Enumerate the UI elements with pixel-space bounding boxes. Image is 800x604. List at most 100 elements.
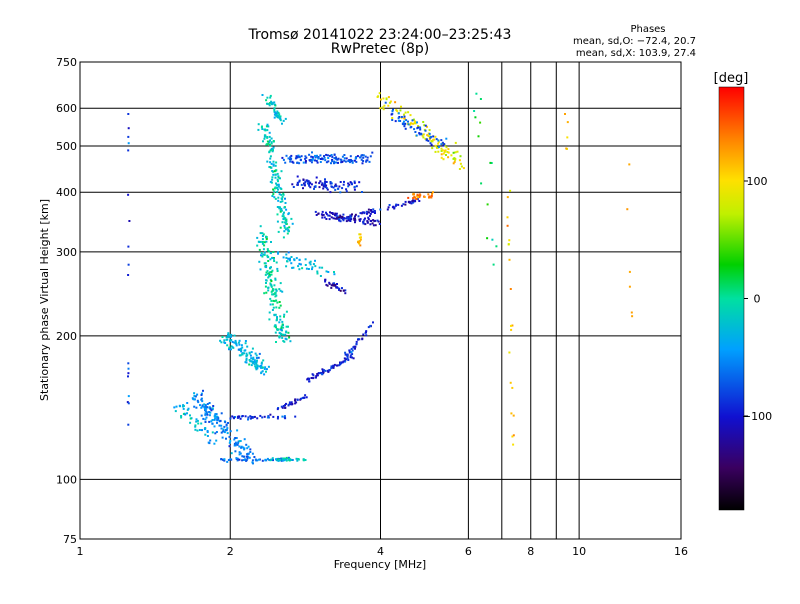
data-point xyxy=(348,217,350,220)
data-point xyxy=(361,162,364,165)
data-point xyxy=(378,92,381,95)
data-point xyxy=(256,417,259,420)
data-point xyxy=(417,126,420,129)
data-point xyxy=(330,216,333,219)
data-point xyxy=(262,233,265,236)
data-point xyxy=(355,343,358,345)
data-point xyxy=(127,395,130,398)
data-point xyxy=(253,415,256,418)
data-point xyxy=(278,306,281,309)
data-point xyxy=(332,186,335,189)
data-point xyxy=(477,135,480,138)
data-point xyxy=(204,418,207,421)
data-point xyxy=(253,359,256,362)
data-point xyxy=(345,190,348,193)
data-point xyxy=(247,445,250,448)
data-point xyxy=(511,386,514,389)
data-point xyxy=(242,459,245,461)
data-point xyxy=(275,261,278,264)
data-point xyxy=(127,375,129,378)
data-point xyxy=(297,154,300,157)
data-point xyxy=(258,352,261,355)
data-point xyxy=(365,334,368,337)
data-point xyxy=(223,339,226,342)
data-point xyxy=(334,183,337,186)
data-point xyxy=(442,158,445,161)
data-point xyxy=(314,185,317,188)
data-point xyxy=(282,158,285,161)
data-point xyxy=(264,273,267,276)
data-point xyxy=(277,185,280,188)
data-point xyxy=(244,340,247,342)
data-point xyxy=(285,256,288,259)
data-point xyxy=(369,209,372,212)
data-point xyxy=(201,405,204,408)
data-point xyxy=(366,221,369,224)
data-point xyxy=(292,186,295,188)
data-point xyxy=(284,228,287,231)
data-point xyxy=(566,136,569,139)
data-point xyxy=(186,402,189,404)
data-point xyxy=(437,146,440,149)
data-point xyxy=(271,309,274,311)
data-point xyxy=(253,361,256,363)
data-point xyxy=(279,210,282,213)
data-point xyxy=(268,140,270,143)
data-point xyxy=(317,156,320,158)
data-point xyxy=(334,185,336,188)
data-point xyxy=(262,248,265,251)
data-point xyxy=(380,98,382,101)
data-point xyxy=(414,200,417,203)
data-point xyxy=(430,143,433,146)
data-point xyxy=(440,143,443,146)
data-point xyxy=(267,256,270,258)
data-point xyxy=(450,154,453,157)
data-point xyxy=(228,346,231,349)
data-point xyxy=(213,418,216,421)
data-point xyxy=(359,233,362,236)
data-point xyxy=(272,251,275,253)
data-point xyxy=(127,149,130,152)
data-point xyxy=(127,142,130,145)
data-point xyxy=(267,125,270,128)
data-point xyxy=(339,363,342,366)
data-point xyxy=(313,187,315,190)
y-tick-label: 500 xyxy=(56,140,77,153)
data-point xyxy=(327,157,330,159)
data-point xyxy=(257,128,260,131)
colorbar-tick-label: 100 xyxy=(747,175,768,188)
data-point xyxy=(229,340,232,343)
data-point xyxy=(282,192,285,195)
data-point xyxy=(373,210,376,213)
data-point xyxy=(269,413,272,416)
data-point xyxy=(273,190,276,193)
data-point xyxy=(236,457,239,460)
data-point xyxy=(251,459,254,462)
data-point xyxy=(358,233,361,236)
data-point xyxy=(189,421,192,424)
data-point xyxy=(426,134,429,137)
data-point xyxy=(249,360,252,363)
data-point xyxy=(272,193,275,196)
data-point xyxy=(260,361,263,364)
data-point xyxy=(369,214,371,217)
data-point xyxy=(397,117,400,120)
data-point xyxy=(276,112,279,115)
data-point xyxy=(263,244,266,247)
data-point xyxy=(314,259,316,262)
data-point xyxy=(349,161,351,164)
data-point xyxy=(270,162,273,165)
data-point xyxy=(274,112,277,115)
data-point xyxy=(284,417,287,420)
data-point xyxy=(323,183,326,186)
data-point xyxy=(273,107,276,110)
data-point xyxy=(249,354,252,357)
data-point xyxy=(332,365,335,368)
data-point xyxy=(407,111,410,114)
data-point xyxy=(207,441,210,444)
data-point xyxy=(252,356,255,359)
data-point xyxy=(271,176,274,179)
data-point xyxy=(628,270,631,273)
data-point xyxy=(194,425,197,428)
data-point xyxy=(237,341,240,344)
